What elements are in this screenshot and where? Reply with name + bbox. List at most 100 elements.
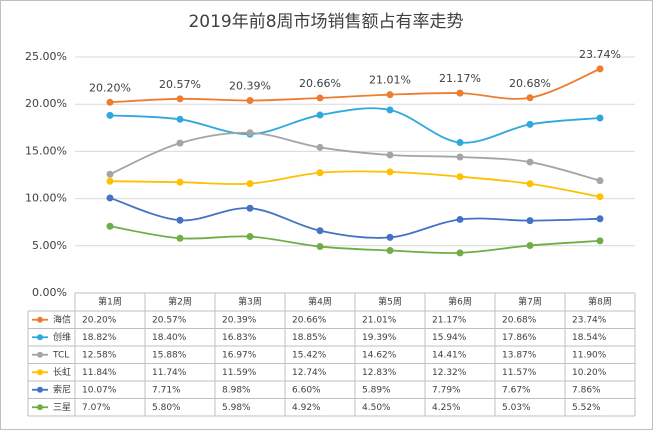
marker [176,95,184,103]
table-cell: 5.52% [572,403,601,413]
table-cell: 17.86% [502,333,537,343]
table-cell: 10.07% [82,385,117,395]
marker [316,111,324,119]
data-label: 20.39% [229,80,271,93]
marker [456,215,464,223]
data-label: 21.17% [439,72,481,85]
marker [596,237,604,245]
table-cell: 18.82% [82,333,117,343]
table-cell: 15.88% [152,350,187,360]
data-label: 20.57% [159,78,201,91]
table-cell: 5.80% [152,403,181,413]
marker [596,215,604,223]
table-cell: 20.66% [292,315,327,325]
table-cell: 12.83% [362,368,397,378]
y-tick-label: 25.00% [25,50,67,63]
marker [386,151,394,159]
table-cell: 20.39% [222,315,257,325]
x-tick-label: 第3周 [238,296,262,308]
x-tick-label: 第5周 [378,296,402,308]
legend-label: 三星 [53,402,71,413]
legend-label: 索尼 [53,383,71,395]
table-cell: 20.57% [152,315,187,325]
series-line [109,68,601,104]
marker [176,178,184,186]
marker [316,227,324,235]
table-cell: 21.01% [362,315,397,325]
y-tick-label: 20.00% [25,97,67,110]
table-cell: 11.74% [152,368,187,378]
table-cell: 5.03% [502,403,531,413]
legend-marker [37,351,43,358]
data-label: 23.74% [579,48,621,61]
table-cell: 11.90% [572,350,607,360]
series-line [109,107,601,144]
table-cell: 11.84% [82,368,117,378]
marker [456,173,464,181]
table-cell: 6.60% [292,385,321,395]
legend-label: TCL [52,350,69,360]
marker [386,106,394,114]
marker [316,143,324,151]
table-cell: 20.68% [502,315,537,325]
x-tick-label: 第7周 [518,296,542,308]
marker [386,91,394,99]
table-cell: 4.25% [432,403,461,413]
x-tick-label: 第8周 [588,296,612,308]
series-line [109,170,601,198]
marker [246,97,254,105]
marker [386,233,394,241]
marker [246,129,254,137]
marker [456,89,464,97]
table-cell: 12.74% [292,368,327,378]
marker [526,242,534,250]
chart-title: 2019年前8周市场销售额占有率走势 [188,12,463,32]
data-label: 21.01% [369,74,411,87]
marker [526,158,534,166]
table-cell: 15.94% [432,333,467,343]
marker [456,249,464,257]
marker [386,168,394,176]
x-tick-label: 第6周 [448,296,472,308]
marker [106,98,114,106]
marker [596,177,604,185]
marker [246,180,254,188]
marker [526,120,534,128]
marker [316,169,324,177]
table-cell: 7.07% [82,403,111,413]
table-cell: 7.67% [502,385,531,395]
marker [316,94,324,102]
table-cell: 18.85% [292,333,327,343]
table-cell: 21.17% [432,315,467,325]
series-line [109,131,601,182]
x-tick-label: 第1周 [98,296,122,308]
table-cell: 4.50% [362,403,391,413]
table-cell: 18.40% [152,333,187,343]
table-cell: 7.71% [152,385,181,395]
marker [176,234,184,242]
y-tick-label: 10.00% [25,192,67,205]
table-cell: 16.97% [222,350,257,360]
marker [106,194,114,202]
y-tick-label: 5.00% [32,239,67,252]
marker [246,233,254,241]
marker [386,247,394,255]
marker [106,222,114,230]
table-cell: 7.79% [432,385,461,395]
table-cell: 10.20% [572,368,607,378]
data-label: 20.66% [299,77,341,90]
table-cell: 16.83% [222,333,257,343]
marker [596,193,604,201]
x-tick-label: 第4周 [308,296,332,308]
series-line [109,225,601,254]
table-cell: 11.57% [502,368,537,378]
table-cell: 11.59% [222,368,257,378]
legend-label: 创维 [53,331,71,343]
series-line [109,197,601,239]
marker [456,153,464,161]
marker [176,139,184,147]
legend-marker [37,386,43,393]
table-cell: 5.89% [362,385,391,395]
marker [526,94,534,102]
